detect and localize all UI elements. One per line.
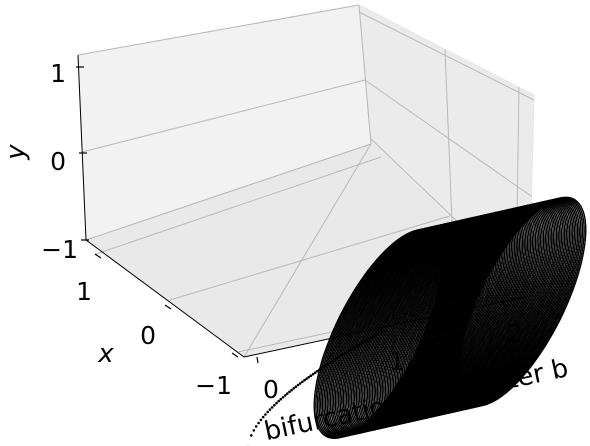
fixed-point-marker — [261, 415, 265, 419]
fixed-point-marker — [294, 385, 298, 389]
b-tick-label: 0 — [263, 375, 279, 404]
fixed-point-marker — [292, 387, 296, 390]
fixed-point-marker — [275, 401, 278, 405]
limit-cycle-ring — [313, 228, 443, 440]
x-tick-labels: 1 0 −1 — [76, 277, 232, 400]
fixed-point-marker — [254, 425, 258, 428]
data-layer — [247, 196, 587, 446]
fixed-point-marker — [273, 403, 276, 407]
fixed-point-marker — [313, 371, 317, 375]
y-tick-label: 1 — [50, 59, 66, 88]
fixed-point-marker — [305, 377, 308, 381]
y-tick-label: −1 — [41, 235, 78, 264]
y-tick-label: 0 — [50, 147, 66, 176]
fixed-point-marker — [311, 372, 315, 376]
fixed-point-marker — [307, 375, 311, 379]
fixed-point-marker — [283, 394, 287, 397]
fixed-point-marker — [288, 390, 291, 394]
b-tick-label: 1 — [389, 347, 405, 376]
fixed-point-marker — [252, 429, 256, 432]
fixed-point-marker — [268, 408, 272, 411]
fixed-point-marker — [315, 369, 319, 373]
fixed-point-marker — [279, 397, 283, 401]
fixed-point-marker — [277, 399, 281, 403]
fixed-point-marker — [264, 413, 267, 416]
fixed-point-marker — [286, 392, 289, 395]
fixed-point-marker — [270, 406, 274, 409]
fixed-point-marker — [290, 388, 293, 392]
fixed-point-marker — [257, 421, 260, 425]
fixed-point-marker — [303, 378, 306, 382]
y-axis-label: y — [1, 144, 31, 161]
fixed-point-marker — [309, 374, 313, 378]
grid-lines — [77, 4, 535, 358]
b-tick-label: 2 — [507, 319, 523, 348]
fixed-point-marker — [301, 380, 304, 384]
b-tick-labels: 0 1 2 — [263, 319, 523, 404]
x-tick-label: 1 — [76, 277, 92, 306]
x-tick-label: 0 — [140, 321, 156, 350]
y-tick-labels: 1 0 −1 — [41, 59, 78, 264]
fixed-point-marker — [296, 383, 300, 387]
x-tick-label: −1 — [195, 371, 232, 400]
fixed-point-marker — [298, 382, 302, 385]
fixed-point-marker — [250, 434, 253, 437]
fixed-point-marker — [266, 410, 270, 414]
fixed-point-marker — [259, 418, 263, 422]
fixed-point-marker — [281, 396, 285, 399]
x-axis-label: x — [97, 339, 114, 369]
